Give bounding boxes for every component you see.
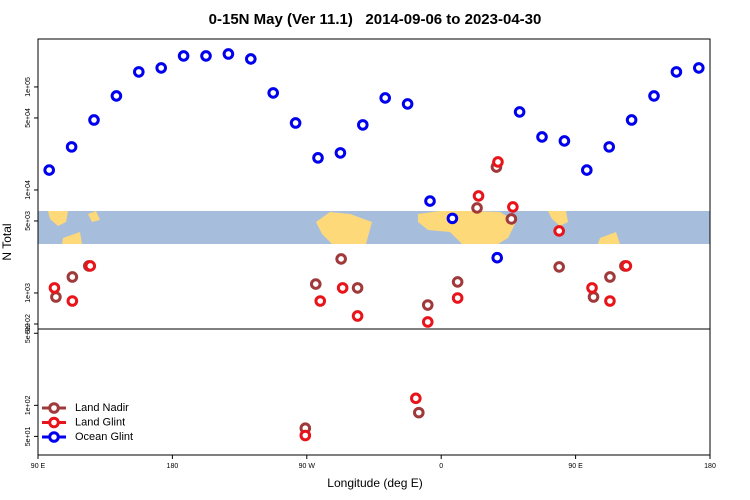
- y-tick-label: 1e+02: [25, 395, 32, 415]
- marker: [451, 276, 464, 288]
- marker: [401, 98, 414, 110]
- marker: [604, 271, 616, 283]
- legend-marker: [48, 416, 60, 429]
- marker: [446, 212, 459, 225]
- x-tick-label: 90 W: [299, 463, 316, 470]
- marker: [620, 260, 633, 272]
- marker: [50, 291, 62, 303]
- marker: [513, 106, 526, 118]
- y-tick-label: 1e+05: [25, 77, 32, 97]
- x-axis-label: Longitude (deg E): [327, 476, 422, 490]
- marker: [693, 62, 705, 74]
- y-tick-label: 1e+04: [25, 180, 32, 200]
- marker: [334, 147, 347, 159]
- y-tick-label: 5e+02: [25, 314, 32, 334]
- marker: [505, 213, 518, 225]
- x-tick-label: 180: [167, 463, 179, 470]
- x-tick-label: 90 E: [31, 463, 46, 470]
- marker: [424, 195, 436, 207]
- x-tick-label: 90 E: [568, 463, 583, 470]
- chart-title: 0-15N May (Ver 11.1) 2014-09-06 to 2023-…: [209, 11, 542, 28]
- marker: [314, 295, 327, 307]
- x-tick-label: 0: [439, 463, 443, 470]
- marker: [84, 260, 97, 272]
- marker: [421, 299, 434, 311]
- y-tick-label: 5e+02: [25, 323, 32, 343]
- marker: [48, 282, 61, 294]
- marker: [410, 392, 422, 405]
- marker: [507, 201, 519, 213]
- marker: [222, 48, 235, 60]
- marker: [625, 114, 638, 126]
- marker: [66, 271, 79, 283]
- marker: [65, 141, 78, 153]
- y-axis-label: N Total: [0, 223, 14, 260]
- marker: [267, 87, 280, 99]
- marker: [351, 282, 364, 294]
- marker: [472, 190, 485, 202]
- marker: [451, 292, 464, 304]
- marker: [177, 50, 190, 62]
- map-strip: [38, 211, 710, 244]
- marker: [413, 406, 425, 419]
- marker: [536, 131, 548, 143]
- legend-label: Land Nadir: [75, 402, 129, 414]
- y-tick-label: 5e+04: [25, 108, 32, 128]
- legend-label: Land Glint: [75, 416, 125, 428]
- legend-label: Ocean Glint: [75, 431, 133, 443]
- legend-marker: [48, 431, 60, 443]
- marker: [155, 62, 167, 74]
- marker: [88, 114, 100, 126]
- marker: [379, 92, 392, 104]
- marker: [587, 291, 600, 303]
- marker: [309, 278, 322, 290]
- marker: [312, 152, 324, 164]
- marker: [66, 295, 79, 307]
- marker: [553, 261, 565, 273]
- marker: [471, 202, 483, 214]
- legend-marker: [48, 402, 60, 414]
- x-tick-label: 180: [704, 463, 716, 470]
- marker: [245, 53, 257, 65]
- plot-frame: [37, 38, 711, 456]
- marker: [604, 295, 616, 307]
- marker: [670, 66, 683, 78]
- marker: [335, 253, 347, 265]
- y-tick-label: 1e+03: [25, 283, 32, 303]
- marker: [200, 50, 212, 62]
- marker: [492, 156, 504, 168]
- marker: [553, 225, 565, 237]
- marker: [133, 66, 145, 78]
- marker: [421, 316, 434, 328]
- marker: [351, 310, 364, 322]
- marker: [603, 141, 616, 153]
- marker: [336, 282, 349, 294]
- marker: [289, 117, 302, 129]
- marker: [43, 164, 56, 176]
- marker: [299, 429, 312, 442]
- marker: [581, 164, 593, 176]
- y-tick-label: 5e+01: [25, 426, 32, 446]
- marker: [558, 135, 571, 147]
- marker: [491, 251, 504, 264]
- marker: [648, 90, 660, 102]
- marker: [110, 90, 123, 102]
- y-tick-label: 5e+03: [25, 211, 32, 231]
- marker: [586, 282, 598, 294]
- marker: [357, 119, 369, 131]
